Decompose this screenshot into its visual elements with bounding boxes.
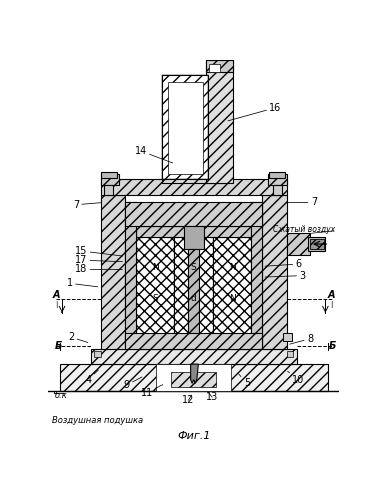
Bar xyxy=(213,237,251,337)
Text: 16: 16 xyxy=(228,102,282,121)
Bar xyxy=(101,194,125,349)
Text: 11: 11 xyxy=(141,384,163,398)
Text: N: N xyxy=(229,294,235,303)
Text: 12: 12 xyxy=(182,395,195,406)
Bar xyxy=(209,64,220,72)
Bar xyxy=(136,237,175,337)
Bar xyxy=(125,202,262,226)
Text: |: | xyxy=(55,302,57,308)
Text: 18: 18 xyxy=(75,264,122,274)
Text: 15: 15 xyxy=(75,246,122,256)
Bar xyxy=(91,349,297,364)
Bar xyxy=(101,180,287,194)
Bar xyxy=(125,334,262,349)
Text: б.к: б.к xyxy=(54,391,67,400)
Text: 10: 10 xyxy=(288,371,305,384)
Bar xyxy=(125,202,136,345)
Bar xyxy=(94,351,101,357)
Text: N: N xyxy=(152,264,159,272)
Bar xyxy=(269,172,285,178)
Bar xyxy=(162,76,208,180)
Text: S: S xyxy=(191,264,197,272)
Bar xyxy=(283,334,292,341)
Bar xyxy=(287,351,293,357)
Text: 14: 14 xyxy=(135,146,173,163)
Text: 3: 3 xyxy=(265,270,305,280)
Text: 6: 6 xyxy=(265,259,302,269)
Bar xyxy=(136,226,251,237)
Bar xyxy=(104,184,113,194)
Text: 5: 5 xyxy=(239,374,250,388)
Text: Сжатый воздух: Сжатый воздух xyxy=(273,225,335,234)
Bar xyxy=(287,233,310,255)
Bar xyxy=(268,174,287,184)
Text: 9: 9 xyxy=(124,377,142,390)
Bar xyxy=(262,194,287,349)
Bar xyxy=(308,237,325,251)
Bar xyxy=(273,184,282,194)
Text: А: А xyxy=(328,290,335,300)
Text: N: N xyxy=(229,264,235,272)
Bar xyxy=(171,372,216,388)
Text: 13: 13 xyxy=(206,392,218,402)
Bar xyxy=(101,172,117,178)
Text: 7: 7 xyxy=(288,198,317,207)
Bar xyxy=(101,174,119,184)
Text: S: S xyxy=(152,294,158,303)
Text: 4: 4 xyxy=(85,370,99,384)
Bar xyxy=(167,82,203,174)
Text: 2: 2 xyxy=(68,332,88,342)
Bar xyxy=(206,60,233,72)
Bar xyxy=(184,226,204,248)
Text: Б: Б xyxy=(329,342,337,351)
Bar xyxy=(60,364,328,391)
Text: 17: 17 xyxy=(75,255,122,265)
Text: |: | xyxy=(330,302,333,308)
Polygon shape xyxy=(191,364,198,384)
Bar xyxy=(162,76,208,180)
Bar xyxy=(175,237,213,337)
Bar xyxy=(310,240,324,248)
Bar xyxy=(188,248,199,341)
Text: 7: 7 xyxy=(73,200,101,210)
Text: А: А xyxy=(52,290,60,300)
Text: Воздушная подушка: Воздушная подушка xyxy=(52,416,143,425)
Bar xyxy=(136,337,251,349)
Bar xyxy=(251,202,262,345)
Bar xyxy=(162,168,225,183)
Text: Фиг.1: Фиг.1 xyxy=(177,431,211,441)
Text: d: d xyxy=(191,294,197,303)
Bar xyxy=(206,60,233,183)
Text: 1: 1 xyxy=(67,278,98,288)
Text: 8: 8 xyxy=(290,334,313,344)
Bar xyxy=(156,364,231,391)
Text: Б: Б xyxy=(54,342,62,351)
